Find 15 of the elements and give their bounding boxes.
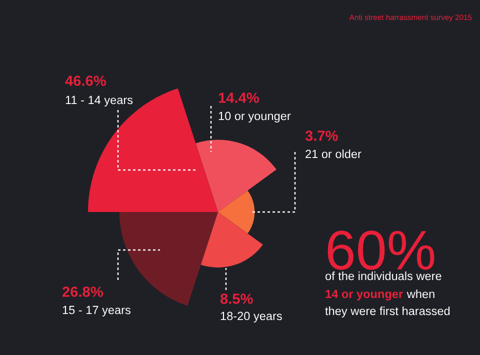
category-label: 18-20 years: [220, 312, 282, 323]
text: of the individuals were: [325, 271, 442, 280]
category-label: 15 - 17 years: [62, 306, 130, 316]
category-label: 11 - 14 years: [66, 96, 133, 106]
category-label: 10 or younger: [218, 112, 291, 122]
text: when: [406, 289, 434, 298]
category-label: 21 or older: [306, 150, 362, 158]
text: 14 or younger: [326, 290, 403, 300]
data-label: 8.5%: [220, 294, 253, 304]
data-label: 3.7%: [305, 130, 338, 141]
data-label: 14.4%: [218, 92, 259, 103]
text: 60%: [328, 230, 434, 270]
data-label: 46.6%: [65, 76, 106, 86]
data-label: 26.8%: [62, 286, 103, 297]
text: they were first harassed: [325, 306, 450, 318]
